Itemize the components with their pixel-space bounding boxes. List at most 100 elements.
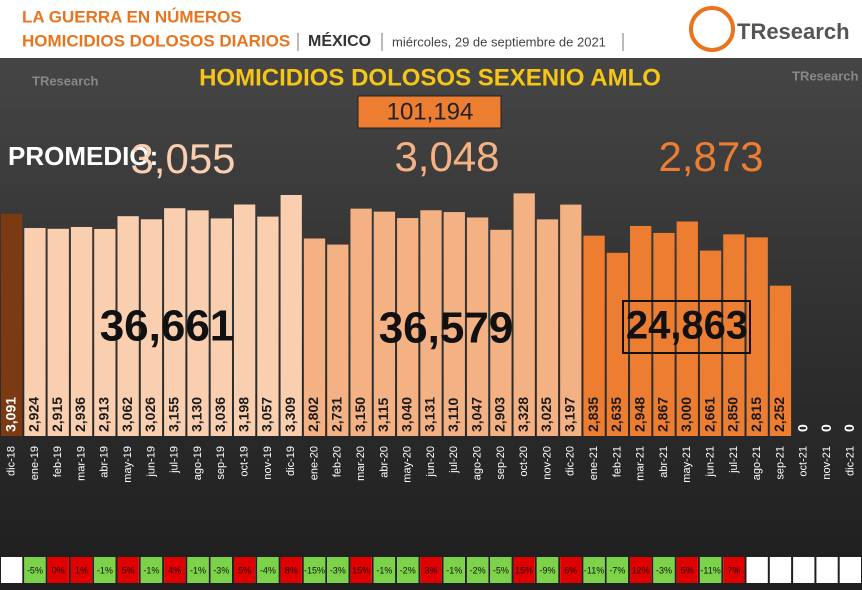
change-label: 6% [564, 565, 577, 575]
change-label: 7% [727, 565, 740, 575]
x-tick-label: mar-21 [635, 446, 647, 481]
value-label: 3,130 [189, 397, 205, 432]
x-tick-label: sep-21 [774, 446, 786, 480]
value-label: 3,091 [2, 397, 18, 432]
x-tick-label: jul-19 [169, 446, 181, 474]
change-marker [536, 557, 559, 583]
bar [164, 208, 186, 436]
change-marker [630, 557, 652, 583]
x-tick-label: ene-20 [308, 446, 320, 480]
change-marker [210, 557, 232, 583]
change-label: 15% [515, 565, 533, 575]
logo-icon [689, 6, 735, 52]
change-marker [24, 557, 46, 583]
change-marker [140, 557, 163, 583]
x-tick-label: abr-21 [658, 446, 670, 478]
bar [723, 234, 745, 436]
year-total-box [622, 300, 751, 354]
bar [420, 210, 442, 436]
change-label: -1% [190, 565, 206, 575]
value-label: 3,198 [235, 397, 251, 432]
header-place: MÉXICO [308, 31, 371, 50]
value-label: 3,057 [259, 397, 275, 432]
x-tick-label: ago-20 [472, 446, 484, 480]
change-label: 12% [632, 565, 650, 575]
change-label: -1% [143, 565, 159, 575]
change-marker [583, 557, 605, 583]
bar [70, 226, 93, 436]
change-cell [793, 557, 815, 583]
bar [94, 228, 116, 436]
change-cell [839, 557, 861, 583]
value-label: 0 [794, 424, 810, 432]
change-label: -3% [330, 565, 346, 575]
change-label: -7% [609, 565, 625, 575]
change-marker [397, 557, 419, 583]
change-marker [420, 557, 442, 583]
change-label: -2% [400, 565, 416, 575]
x-tick-label: jul-20 [448, 446, 460, 474]
change-marker [303, 557, 326, 583]
value-label: 3,115 [375, 398, 391, 432]
change-label: -3% [656, 565, 672, 575]
change-label: -3% [213, 565, 229, 575]
change-marker [490, 557, 512, 583]
bar [513, 193, 535, 436]
change-cell [1, 557, 23, 583]
bar [373, 211, 396, 436]
x-tick-label: feb-19 [52, 446, 64, 477]
x-tick-label: mar-20 [355, 446, 367, 481]
average: 2,873 [658, 133, 763, 180]
total: 101,194 [387, 98, 474, 125]
change-marker [373, 557, 396, 583]
x-tick-label: jun-21 [704, 446, 716, 478]
value-label: 2,903 [492, 397, 508, 432]
value-label: 2,661 [701, 397, 717, 432]
change-label: -2% [470, 565, 486, 575]
value-label: 2,915 [49, 397, 65, 432]
chart-title: HOMICIDIOS DOLOSOS SEXENIO AMLO [199, 64, 661, 91]
value-label: 2,936 [72, 397, 88, 432]
value-label: 3,309 [282, 397, 298, 432]
change-marker [606, 557, 629, 583]
value-label: 2,835 [585, 397, 601, 432]
x-tick-label: oct-19 [239, 446, 251, 477]
bar [233, 204, 256, 436]
value-label: 2,913 [96, 397, 112, 432]
value-label: 3,131 [422, 397, 438, 432]
x-tick-label: may-19 [122, 446, 134, 483]
change-label: -4% [260, 565, 276, 575]
change-cell [746, 557, 768, 583]
x-tick-label: may-20 [402, 446, 414, 483]
value-label: 2,731 [329, 397, 345, 432]
change-label: 4% [168, 565, 181, 575]
change-marker [164, 557, 186, 583]
x-tick-label: may-21 [681, 446, 693, 483]
value-label: 2,252 [771, 397, 787, 432]
value-label: 2,815 [748, 397, 764, 432]
x-tick-label: sep-19 [215, 446, 227, 480]
change-marker [350, 557, 372, 583]
change-marker [327, 557, 349, 583]
x-tick-label: nov-21 [821, 446, 833, 480]
x-tick-label: ago-19 [192, 446, 204, 480]
x-tick-label: feb-20 [332, 446, 344, 477]
bar [699, 250, 722, 436]
x-tick-label: dic-21 [844, 446, 856, 476]
year-total: 24,863 [626, 304, 748, 348]
x-tick-label: dic-20 [565, 446, 577, 476]
value-label: 3,328 [515, 397, 531, 432]
bar [536, 219, 559, 436]
value-label: 3,000 [678, 397, 694, 432]
change-marker [699, 557, 722, 583]
bar [303, 238, 326, 436]
bar [397, 218, 419, 436]
change-marker [47, 557, 69, 583]
change-label: -5% [27, 565, 43, 575]
change-marker [94, 557, 116, 583]
value-label: 2,802 [305, 397, 321, 432]
bar [47, 228, 69, 436]
change-label: -1% [446, 565, 462, 575]
change-marker [723, 557, 745, 583]
bar [630, 225, 652, 436]
